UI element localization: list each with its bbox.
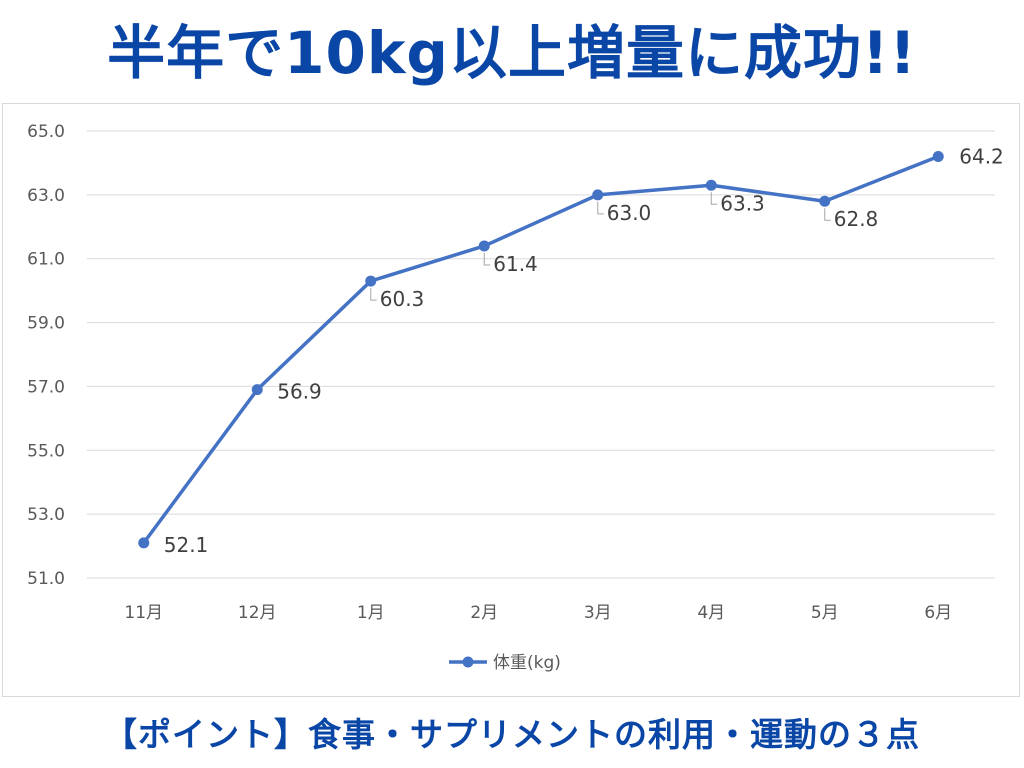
label-leader-line <box>483 252 491 266</box>
data-point-marker <box>819 195 831 207</box>
data-label: 64.2 <box>959 145 1004 169</box>
x-tick-label: 11月 <box>124 603 163 623</box>
x-tick-label: 12月 <box>238 603 277 623</box>
legend-label: 体重(kg) <box>493 653 561 673</box>
data-point-marker <box>251 384 263 396</box>
gridlines <box>87 130 995 579</box>
x-tick-label: 5月 <box>811 603 839 623</box>
data-label: 52.1 <box>164 533 209 557</box>
data-label: 56.9 <box>277 380 322 404</box>
data-point-marker <box>705 179 717 191</box>
series-line-layer <box>142 154 940 545</box>
data-labels: 52.1 56.9 60.3 61.4 63.0 63.3 62.8 64.2 <box>164 145 1004 557</box>
legend: 体重(kg) <box>449 653 561 673</box>
y-axis-ticks: 51.0 53.0 55.0 57.0 59.0 61.0 63.0 65.0 <box>27 122 65 589</box>
x-tick-label: 6月 <box>924 603 952 623</box>
data-label: 61.4 <box>493 252 538 276</box>
label-leader-lines <box>370 192 831 301</box>
y-tick-label: 63.0 <box>27 186 65 206</box>
weight-line-chart: 51.053.055.057.059.061.063.065.0 11月 12月 1… <box>27 122 1004 673</box>
y-tick-label: 61.0 <box>27 250 65 270</box>
data-label: 63.3 <box>720 191 765 215</box>
x-tick-label: 2月 <box>470 603 498 623</box>
y-tick-label: 53.0 <box>27 505 65 525</box>
data-point-marker <box>592 189 604 201</box>
x-tick-label: 3月 <box>584 603 612 623</box>
data-label: 62.8 <box>834 207 879 231</box>
label-leader-line <box>597 201 604 215</box>
label-leader-line <box>370 288 377 301</box>
data-point-marker <box>478 240 490 252</box>
y-tick-label: 51.0 <box>27 569 65 589</box>
key-points-caption: 【ポイント】食事・サプリメントの利用・運動の３点 <box>104 715 920 754</box>
label-leader-line <box>824 208 831 221</box>
series-markers <box>138 151 944 549</box>
label-leader-line <box>710 192 718 205</box>
x-tick-label: 1月 <box>357 603 385 623</box>
y-tick-label: 59.0 <box>27 314 65 334</box>
data-label: 60.3 <box>380 287 425 311</box>
y-tick-label: 65.0 <box>27 122 65 142</box>
x-tick-label: 4月 <box>697 603 725 623</box>
y-tick-label: 55.0 <box>27 441 65 461</box>
series-line-weight <box>142 154 940 545</box>
x-axis-ticks: 11月 12月 1月 2月 3月 4月 5月 6月 <box>124 603 952 623</box>
legend-marker-swatch <box>462 656 474 668</box>
chart-area: 51.0 53.0 55.0 57.0 59.0 61.0 63.0 65.0 11月 12月 1… <box>2 103 1020 697</box>
data-point-marker <box>365 275 377 287</box>
data-point-marker <box>932 151 944 163</box>
page-headline: 半年で10kg以上増量に成功!! <box>107 19 917 87</box>
y-tick-label: 57.0 <box>27 377 65 397</box>
data-label: 63.0 <box>607 201 652 225</box>
data-point-marker <box>138 537 150 549</box>
